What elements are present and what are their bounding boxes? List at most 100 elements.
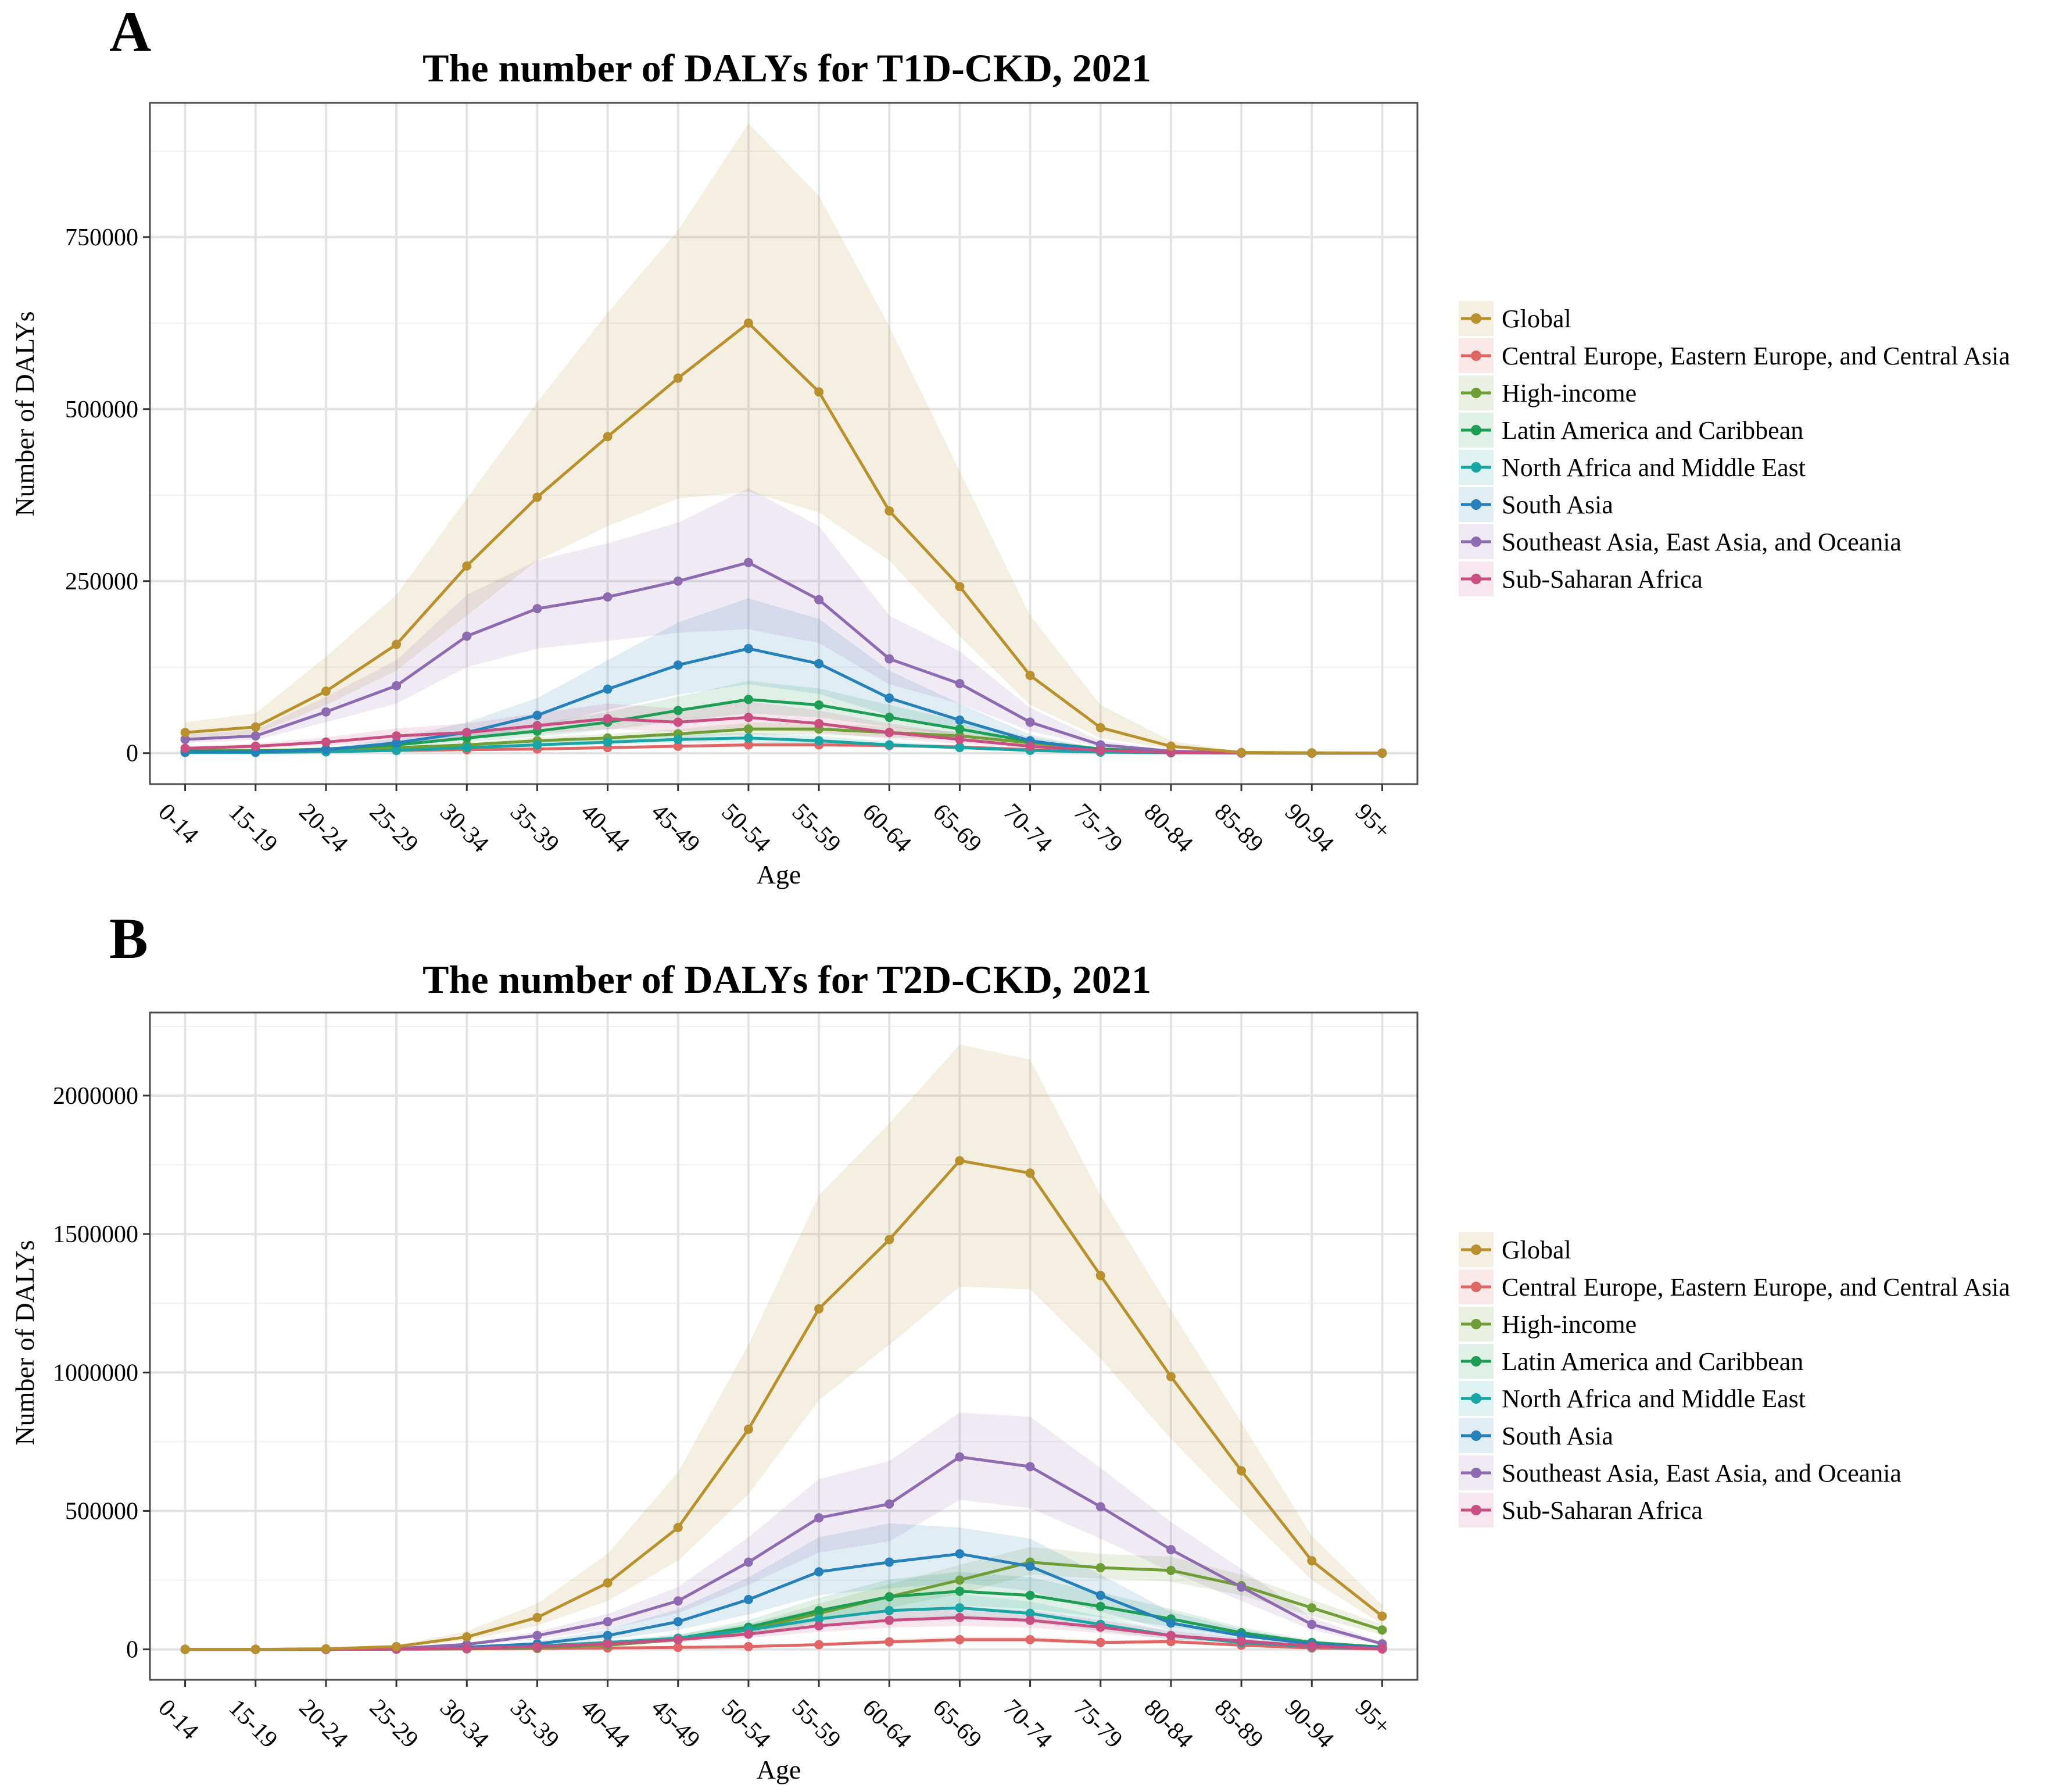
legend: Global Central Europe, Eastern Europe, an…	[1459, 301, 2010, 596]
legend-marker	[1471, 1244, 1481, 1255]
data-point	[392, 738, 402, 747]
data-point	[885, 728, 894, 738]
legend-label: High-income	[1502, 379, 1637, 407]
y-axis-title: Number of DALYs	[10, 1240, 40, 1445]
data-point	[955, 743, 965, 753]
data-point	[673, 1643, 683, 1652]
data-point	[392, 1641, 402, 1651]
y-axis: 0 250000 500000 750000	[65, 224, 150, 767]
data-point	[462, 631, 472, 641]
data-point	[743, 724, 753, 734]
data-point	[743, 713, 753, 722]
data-point	[673, 1596, 683, 1606]
legend-marker	[1471, 499, 1481, 510]
data-points	[180, 318, 1387, 758]
series-line	[185, 716, 1383, 755]
data-point	[673, 1616, 683, 1626]
plot-border	[149, 1011, 1419, 1681]
data-point	[180, 728, 190, 738]
data-point	[885, 506, 894, 516]
data-point	[532, 492, 542, 502]
uncertainty-band	[185, 1044, 1383, 1650]
data-point	[321, 737, 331, 747]
data-point	[1095, 1601, 1105, 1611]
data-point	[1166, 1565, 1176, 1575]
data-point	[603, 1639, 613, 1649]
data-point	[885, 1592, 894, 1602]
y-tick-label: 1000000	[53, 1360, 138, 1386]
x-axis-title: Age	[757, 860, 801, 889]
data-point	[1095, 1622, 1105, 1632]
legend-label: Global	[1502, 305, 1571, 333]
data-point	[1307, 1556, 1317, 1566]
legend-marker	[1471, 1468, 1481, 1478]
data-point	[1307, 1603, 1317, 1613]
uncertainty-band	[185, 1636, 1383, 1650]
uncertainty-band	[185, 1412, 1383, 1650]
data-point	[250, 722, 260, 732]
data-point	[1025, 741, 1035, 751]
panel-b: B The number of DALYs for T2D-CKD, 2021 …	[10, 906, 2010, 1784]
data-point	[955, 1549, 965, 1559]
legend-label: South Asia	[1502, 491, 1613, 519]
uncertainty-band	[185, 701, 1383, 753]
data-point	[673, 735, 683, 745]
data-point	[603, 592, 613, 602]
legend-marker	[1471, 536, 1481, 547]
data-point	[532, 604, 542, 614]
data-point	[603, 714, 613, 724]
data-point	[180, 1644, 190, 1654]
data-point	[532, 1641, 542, 1651]
data-point	[1095, 1563, 1105, 1573]
gridlines	[150, 1013, 1417, 1680]
data-point	[955, 724, 965, 734]
legend-label: High-income	[1502, 1310, 1637, 1339]
series-line	[185, 321, 1383, 754]
plot-area	[150, 103, 1417, 784]
data-point	[1166, 1630, 1176, 1640]
data-point	[673, 717, 683, 727]
data-point	[743, 1557, 753, 1567]
legend-marker	[1471, 350, 1481, 361]
data-point	[955, 715, 965, 725]
data-point	[462, 728, 472, 738]
data-point	[1095, 1637, 1105, 1647]
data-point	[885, 713, 894, 722]
data-point	[603, 1578, 613, 1588]
y-tick-label: 250000	[65, 568, 138, 595]
uncertainty-band	[185, 488, 1383, 753]
series-line	[185, 1159, 1383, 1651]
legend-label: Latin America and Caribbean	[1502, 1347, 1803, 1376]
uncertainty-band	[185, 1572, 1383, 1650]
data-point	[743, 1594, 753, 1604]
y-tick-label: 750000	[65, 224, 138, 251]
data-point	[814, 1621, 824, 1631]
data-point	[1377, 1644, 1387, 1654]
data-point	[743, 318, 753, 328]
data-point	[885, 1637, 894, 1647]
data-point	[180, 743, 190, 753]
data-point	[1095, 1271, 1105, 1280]
data-point	[180, 735, 190, 745]
data-point	[885, 1615, 894, 1625]
data-point	[814, 718, 824, 728]
data-point	[955, 1612, 965, 1622]
data-point	[392, 639, 402, 649]
series-line	[185, 1616, 1383, 1651]
legend-marker	[1471, 574, 1481, 584]
data-point	[532, 710, 542, 720]
data-point	[1307, 1619, 1317, 1629]
uncertainty-band	[185, 123, 1383, 753]
data-point	[1377, 748, 1387, 758]
data-point	[814, 736, 824, 746]
data-point	[885, 1499, 894, 1509]
data-points	[180, 1156, 1387, 1654]
legend-label: North Africa and Middle East	[1502, 453, 1806, 482]
series-lines	[185, 1159, 1383, 1651]
data-point	[814, 1614, 824, 1624]
data-point	[673, 373, 683, 383]
data-point	[814, 1513, 824, 1523]
data-point	[1095, 1502, 1105, 1512]
legend-label: Latin America and Caribbean	[1502, 416, 1803, 445]
data-point	[1095, 1590, 1105, 1600]
